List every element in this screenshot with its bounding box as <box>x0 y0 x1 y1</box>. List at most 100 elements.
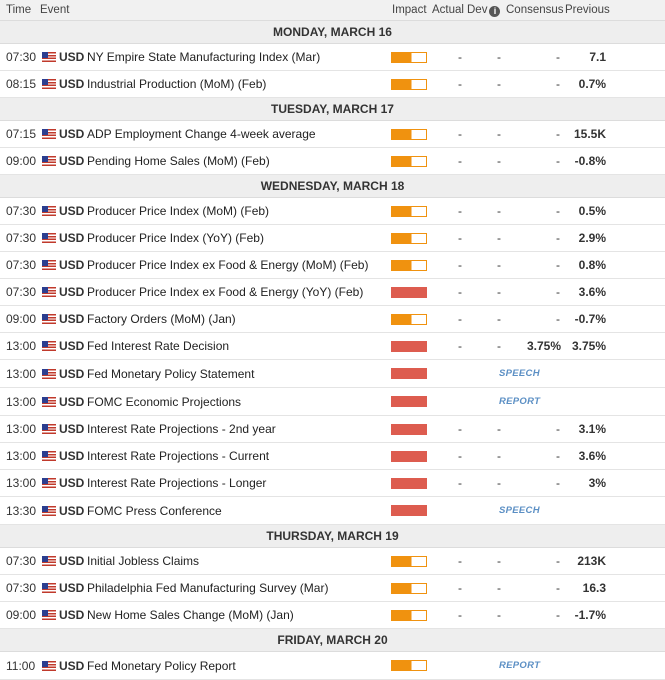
table-row[interactable]: 09:00 USD Factory Orders (MoM) (Jan) - - - -0.… <box>0 306 665 333</box>
event-time: 07:15 <box>6 127 36 141</box>
previous-value: -1.7% <box>575 608 606 622</box>
dev-value: - <box>497 339 501 353</box>
event-name[interactable]: New Home Sales Change (MoM) (Jan) <box>87 608 294 622</box>
event-name[interactable]: NY Empire State Manufacturing Index (Mar… <box>87 50 320 64</box>
table-row[interactable]: 13:00 USD Interest Rate Projections - 2nd … <box>0 416 665 443</box>
header-actual[interactable]: Actual <box>432 4 464 16</box>
event-name[interactable]: Philadelphia Fed Manufacturing Survey (M… <box>87 581 328 595</box>
header-dev-label[interactable]: Dev <box>467 4 487 16</box>
header-event[interactable]: Event <box>40 4 69 16</box>
event-tag-badge[interactable]: REPORT <box>499 660 540 671</box>
event-currency: USD <box>59 395 84 409</box>
dev-value: - <box>497 608 501 622</box>
table-row[interactable]: 13:00 USD Interest Rate Projections - Curr… <box>0 443 665 470</box>
table-row[interactable]: 07:30 USD NY Empire State Manufacturing In… <box>0 44 665 71</box>
event-name[interactable]: Industrial Production (MoM) (Feb) <box>87 77 266 91</box>
event-name[interactable]: Fed Monetary Policy Statement <box>87 367 254 381</box>
event-name[interactable]: Pending Home Sales (MoM) (Feb) <box>87 154 270 168</box>
us-flag-icon <box>42 478 56 488</box>
consensus-value: - <box>556 449 560 463</box>
event-name[interactable]: Initial Jobless Claims <box>87 554 199 568</box>
event-currency: USD <box>59 285 84 299</box>
event-name[interactable]: ADP Employment Change 4-week average <box>87 127 316 141</box>
previous-value: 15.5K <box>574 127 606 141</box>
event-currency: USD <box>59 422 84 436</box>
impact-bar <box>391 260 427 271</box>
us-flag-icon <box>42 314 56 324</box>
previous-value: 0.7% <box>579 77 606 91</box>
table-row[interactable]: 13:00 USD Fed Monetary Policy Statement SPE… <box>0 360 665 388</box>
table-row[interactable]: 07:30 USD Producer Price Index ex Food & E… <box>0 279 665 306</box>
event-time: 11:00 <box>6 659 35 673</box>
table-row[interactable]: 11:00 USD Fed Monetary Policy Report REPORT <box>0 652 665 680</box>
dev-value: - <box>497 204 501 218</box>
table-row[interactable]: 07:15 USD ADP Employment Change 4-week ave… <box>0 121 665 148</box>
event-currency: USD <box>59 77 84 91</box>
table-row[interactable]: 13:00 USD Fed Interest Rate Decision - - 3.75… <box>0 333 665 360</box>
header-time[interactable]: Time <box>6 4 31 16</box>
previous-value: 3.1% <box>579 422 606 436</box>
event-currency: USD <box>59 127 84 141</box>
event-name[interactable]: Interest Rate Projections - Current <box>87 449 269 463</box>
event-tag-badge[interactable]: REPORT <box>499 396 540 407</box>
actual-value: - <box>458 258 462 272</box>
event-name[interactable]: Fed Monetary Policy Report <box>87 659 236 673</box>
us-flag-icon <box>42 52 56 62</box>
us-flag-icon <box>42 397 56 407</box>
event-name[interactable]: Interest Rate Projections - Longer <box>87 476 266 490</box>
actual-value: - <box>458 581 462 595</box>
previous-value: 213K <box>577 554 606 568</box>
event-name[interactable]: Producer Price Index (MoM) (Feb) <box>87 204 269 218</box>
actual-value: - <box>458 608 462 622</box>
actual-value: - <box>458 50 462 64</box>
us-flag-icon <box>42 206 56 216</box>
us-flag-icon <box>42 156 56 166</box>
event-tag-badge[interactable]: SPEECH <box>499 505 540 516</box>
event-name[interactable]: Producer Price Index ex Food & Energy (Y… <box>87 285 363 299</box>
table-row[interactable]: 08:15 USD Industrial Production (MoM) (Feb… <box>0 71 665 98</box>
actual-value: - <box>458 204 462 218</box>
day-header: THURSDAY, MARCH 19 <box>0 525 665 548</box>
event-time: 09:00 <box>6 312 36 326</box>
info-icon[interactable]: i <box>489 6 500 17</box>
event-name[interactable]: Factory Orders (MoM) (Jan) <box>87 312 236 326</box>
event-name[interactable]: Producer Price Index (YoY) (Feb) <box>87 231 264 245</box>
event-currency: USD <box>59 367 84 381</box>
table-row[interactable]: 07:30 USD Philadelphia Fed Manufacturing S… <box>0 575 665 602</box>
event-name[interactable]: Fed Interest Rate Decision <box>87 339 229 353</box>
table-row[interactable]: 09:00 USD Pending Home Sales (MoM) (Feb) - -… <box>0 148 665 175</box>
day-header: FRIDAY, MARCH 20 <box>0 629 665 652</box>
impact-bar <box>391 610 427 621</box>
table-row[interactable]: 07:30 USD Producer Price Index (YoY) (Feb)… <box>0 225 665 252</box>
event-name[interactable]: FOMC Press Conference <box>87 504 222 518</box>
table-row[interactable]: 09:00 USD New Home Sales Change (MoM) (Jan… <box>0 602 665 629</box>
actual-value: - <box>458 449 462 463</box>
event-currency: USD <box>59 312 84 326</box>
header-previous[interactable]: Previous <box>565 4 610 16</box>
table-row[interactable]: 07:30 USD Producer Price Index ex Food & E… <box>0 252 665 279</box>
table-row[interactable]: 07:30 USD Initial Jobless Claims - - - 213K <box>0 548 665 575</box>
us-flag-icon <box>42 233 56 243</box>
us-flag-icon <box>42 369 56 379</box>
event-name[interactable]: FOMC Economic Projections <box>87 395 241 409</box>
us-flag-icon <box>42 610 56 620</box>
table-row[interactable]: 13:00 USD Interest Rate Projections - Long… <box>0 470 665 497</box>
actual-value: - <box>458 285 462 299</box>
event-tag-badge[interactable]: SPEECH <box>499 368 540 379</box>
previous-value: 3.6% <box>579 285 606 299</box>
table-row[interactable]: 13:30 USD FOMC Press Conference SPEECH <box>0 497 665 525</box>
event-time: 08:15 <box>6 77 36 91</box>
event-time: 09:00 <box>6 154 36 168</box>
actual-value: - <box>458 154 462 168</box>
event-name[interactable]: Producer Price Index ex Food & Energy (M… <box>87 258 368 272</box>
day-header: MONDAY, MARCH 16 <box>0 21 665 44</box>
previous-value: 0.8% <box>579 258 606 272</box>
header-consensus[interactable]: Consensus <box>506 4 564 16</box>
table-row[interactable]: 07:30 USD Producer Price Index (MoM) (Feb)… <box>0 198 665 225</box>
impact-bar <box>391 451 427 462</box>
header-impact[interactable]: Impact <box>392 4 427 16</box>
table-row[interactable]: 13:00 USD FOMC Economic Projections REPORT <box>0 388 665 416</box>
consensus-value: - <box>556 258 560 272</box>
event-name[interactable]: Interest Rate Projections - 2nd year <box>87 422 276 436</box>
